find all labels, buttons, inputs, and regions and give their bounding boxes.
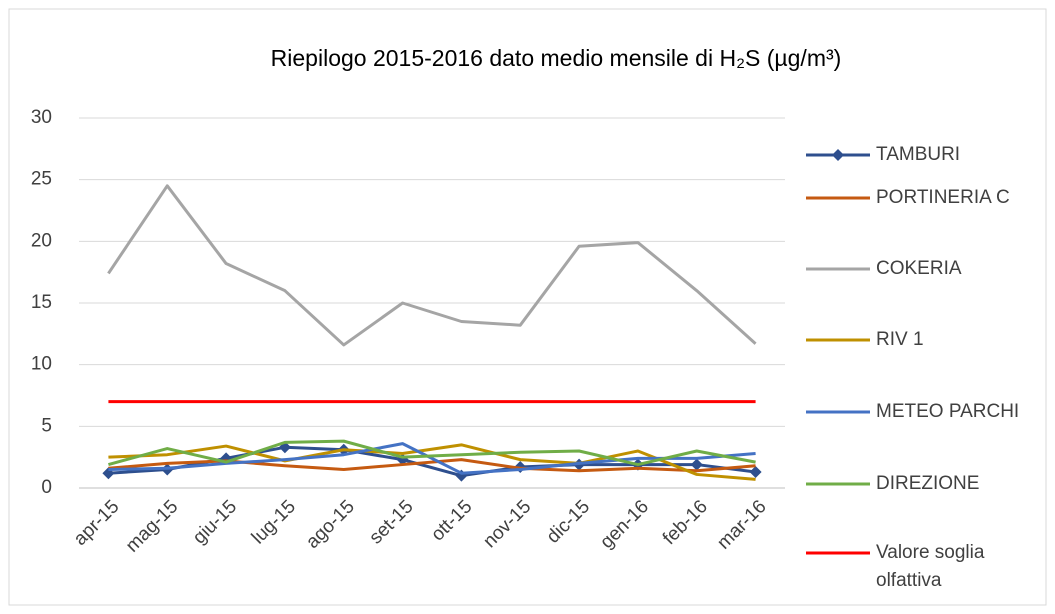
legend-marker <box>832 149 844 161</box>
y-tick-label: 0 <box>41 477 52 498</box>
legend-label: Valore soglia olfattiva <box>876 542 985 591</box>
y-tick-label: 15 <box>31 292 52 313</box>
series-line <box>108 442 756 475</box>
legend-label: DIREZIONE <box>876 473 980 494</box>
chart-border <box>8 8 1047 606</box>
data-point <box>690 458 703 471</box>
y-tick-label: 25 <box>31 169 52 190</box>
legend-label: RIV 1 <box>876 329 924 350</box>
data-point <box>749 465 762 478</box>
series-line <box>107 184 757 347</box>
legend-label: TAMBURI <box>876 144 961 165</box>
y-tick-label: 20 <box>31 230 52 251</box>
y-tick-label: 5 <box>41 415 52 436</box>
legend-label: COKERIA <box>876 258 962 279</box>
series-line <box>108 439 756 467</box>
y-tick-label: 10 <box>31 354 52 375</box>
y-tick-label: 30 <box>31 107 52 128</box>
series-line <box>108 443 756 481</box>
legend-label: PORTINERIA C <box>876 187 1010 208</box>
chart-title: Riepilogo 2015-2016 dato medio mensile d… <box>271 45 842 71</box>
legend-label: METEO PARCHI <box>876 401 1020 422</box>
